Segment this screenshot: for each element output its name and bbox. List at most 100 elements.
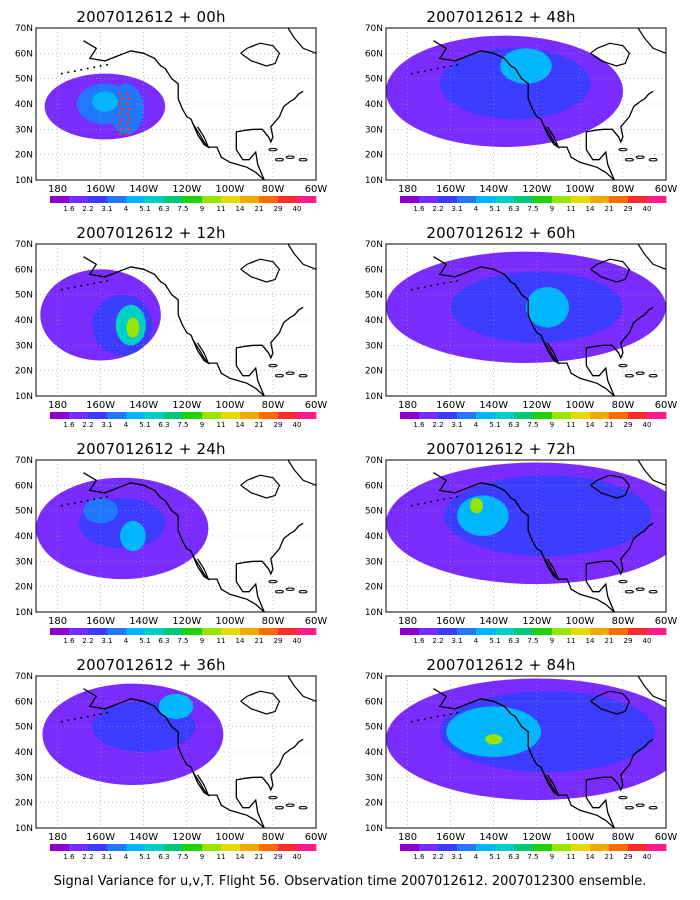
colorbar-swatch [590,628,610,635]
map-panel: 2007012612 + 60h 10N 20N 30N 40N 50N 60N 70N 180… [356,224,678,429]
map-frame [385,27,667,181]
colorbar-swatch [297,412,317,419]
colorbar-label: 21 [605,637,614,645]
variance-contour [485,734,503,745]
latitude-tick-label: 60N [365,49,383,59]
colorbar-label: 2.2 [82,205,93,213]
variance-contour [470,498,483,514]
island [436,499,439,502]
colorbar-label: 7.5 [177,637,188,645]
colorbar-swatch [571,412,591,419]
island [60,288,63,291]
longitude-tick-label: 100W [215,616,244,627]
colorbar-label: 5.1 [139,637,150,645]
colorbar-label: 3.1 [451,205,462,213]
colorbar-swatch [533,196,553,203]
colorbar-swatch [145,196,165,203]
colorbar-label: 29 [624,205,633,213]
colorbar-swatch [240,196,260,203]
colorbar-label: 14 [586,853,595,861]
colorbar-label: 3.1 [451,853,462,861]
colorbar-swatch [88,844,108,851]
colorbar-swatch [259,412,279,419]
map-frame [385,459,667,613]
map-panel: 2007012612 + 72h 10N 20N 30N 40N 50N 60N 70N 180… [356,440,678,645]
colorbar-label: 4 [474,853,479,861]
latitude-tick-label: 40N [365,532,383,542]
colorbar-swatch [514,844,534,851]
longitude-tick-label: 60W [655,184,678,195]
coastline [235,787,265,828]
latitude-tick-label: 60N [15,697,33,707]
island [430,68,433,71]
island [456,63,459,66]
island [423,286,426,289]
colorbar-label: 11 [217,637,226,645]
island [67,719,70,722]
variance-contour [444,475,651,557]
colorbar-label: 5.1 [139,205,150,213]
latitude-tick-label: 10N [15,176,33,186]
island [443,498,446,501]
latitude-tick-label: 50N [15,723,33,733]
island [285,803,295,807]
colorbar-swatch [571,196,591,203]
colorbar-label: 4 [124,853,129,861]
longitude-tick-label: 140W [479,400,508,411]
colorbar-label: 5.1 [489,637,500,645]
longitude-tick-label: 120W [172,400,201,411]
island [618,147,628,152]
latitude-tick-label: 30N [365,125,383,135]
coastline [240,690,281,715]
coastline [585,306,654,360]
coastline [287,244,316,270]
colorbar-label: 7.5 [527,853,538,861]
island [86,67,89,70]
colorbar-swatch [202,412,222,419]
coastline [192,340,210,365]
island [86,715,89,718]
island [285,371,295,375]
latitude-tick-label: 20N [365,799,383,809]
coastline [83,40,265,180]
longitude-tick-label: 100W [565,400,594,411]
coastline [637,460,666,486]
island [274,806,284,810]
latitude-tick-label: 40N [365,748,383,758]
longitude-tick-label: 100W [565,184,594,195]
colorbar-label: 7.5 [527,637,538,645]
longitude-tick-label: 100W [565,616,594,627]
colorbar-swatch [50,844,70,851]
colorbar-label: 1.6 [413,205,425,213]
variance-contour [109,83,144,135]
longitude-tick-label: 180 [48,832,67,843]
longitude-tick-label: 180 [48,184,67,195]
colorbar-label: 7.5 [527,205,538,213]
colorbar-label: 40 [293,421,302,429]
longitude-tick-label: 80W [262,184,285,195]
colorbar-swatch [50,196,70,203]
island [268,795,278,800]
colorbar-label: 40 [643,637,652,645]
colorbar-label: 2.2 [432,637,443,645]
colorbar-label: 29 [624,421,633,429]
colorbar-swatch [259,628,279,635]
island [268,363,278,368]
colorbar-label: 40 [643,853,652,861]
colorbar-swatch [126,628,146,635]
coastline [433,256,615,396]
colorbar-label: 2.2 [432,421,443,429]
island [430,716,433,719]
latitude-tick-label: 40N [365,100,383,110]
colorbar-label: 5.1 [489,205,500,213]
map-panel: 2007012612 + 48h 10N 20N 30N 40N 50N 60N 70N 180… [356,8,678,213]
longitude-tick-label: 80W [612,184,635,195]
longitude-tick-label: 60W [655,832,678,843]
map-plot: 10N 20N 30N 40N 50N 60N 70N 180 160W 140W 120W 100W… [15,456,328,645]
variance-contour [500,48,552,84]
latitude-tick-label: 30N [15,341,33,351]
colorbar-label: 1.6 [413,421,425,429]
island [618,795,628,800]
colorbar-swatch [400,412,420,419]
island [443,66,446,69]
